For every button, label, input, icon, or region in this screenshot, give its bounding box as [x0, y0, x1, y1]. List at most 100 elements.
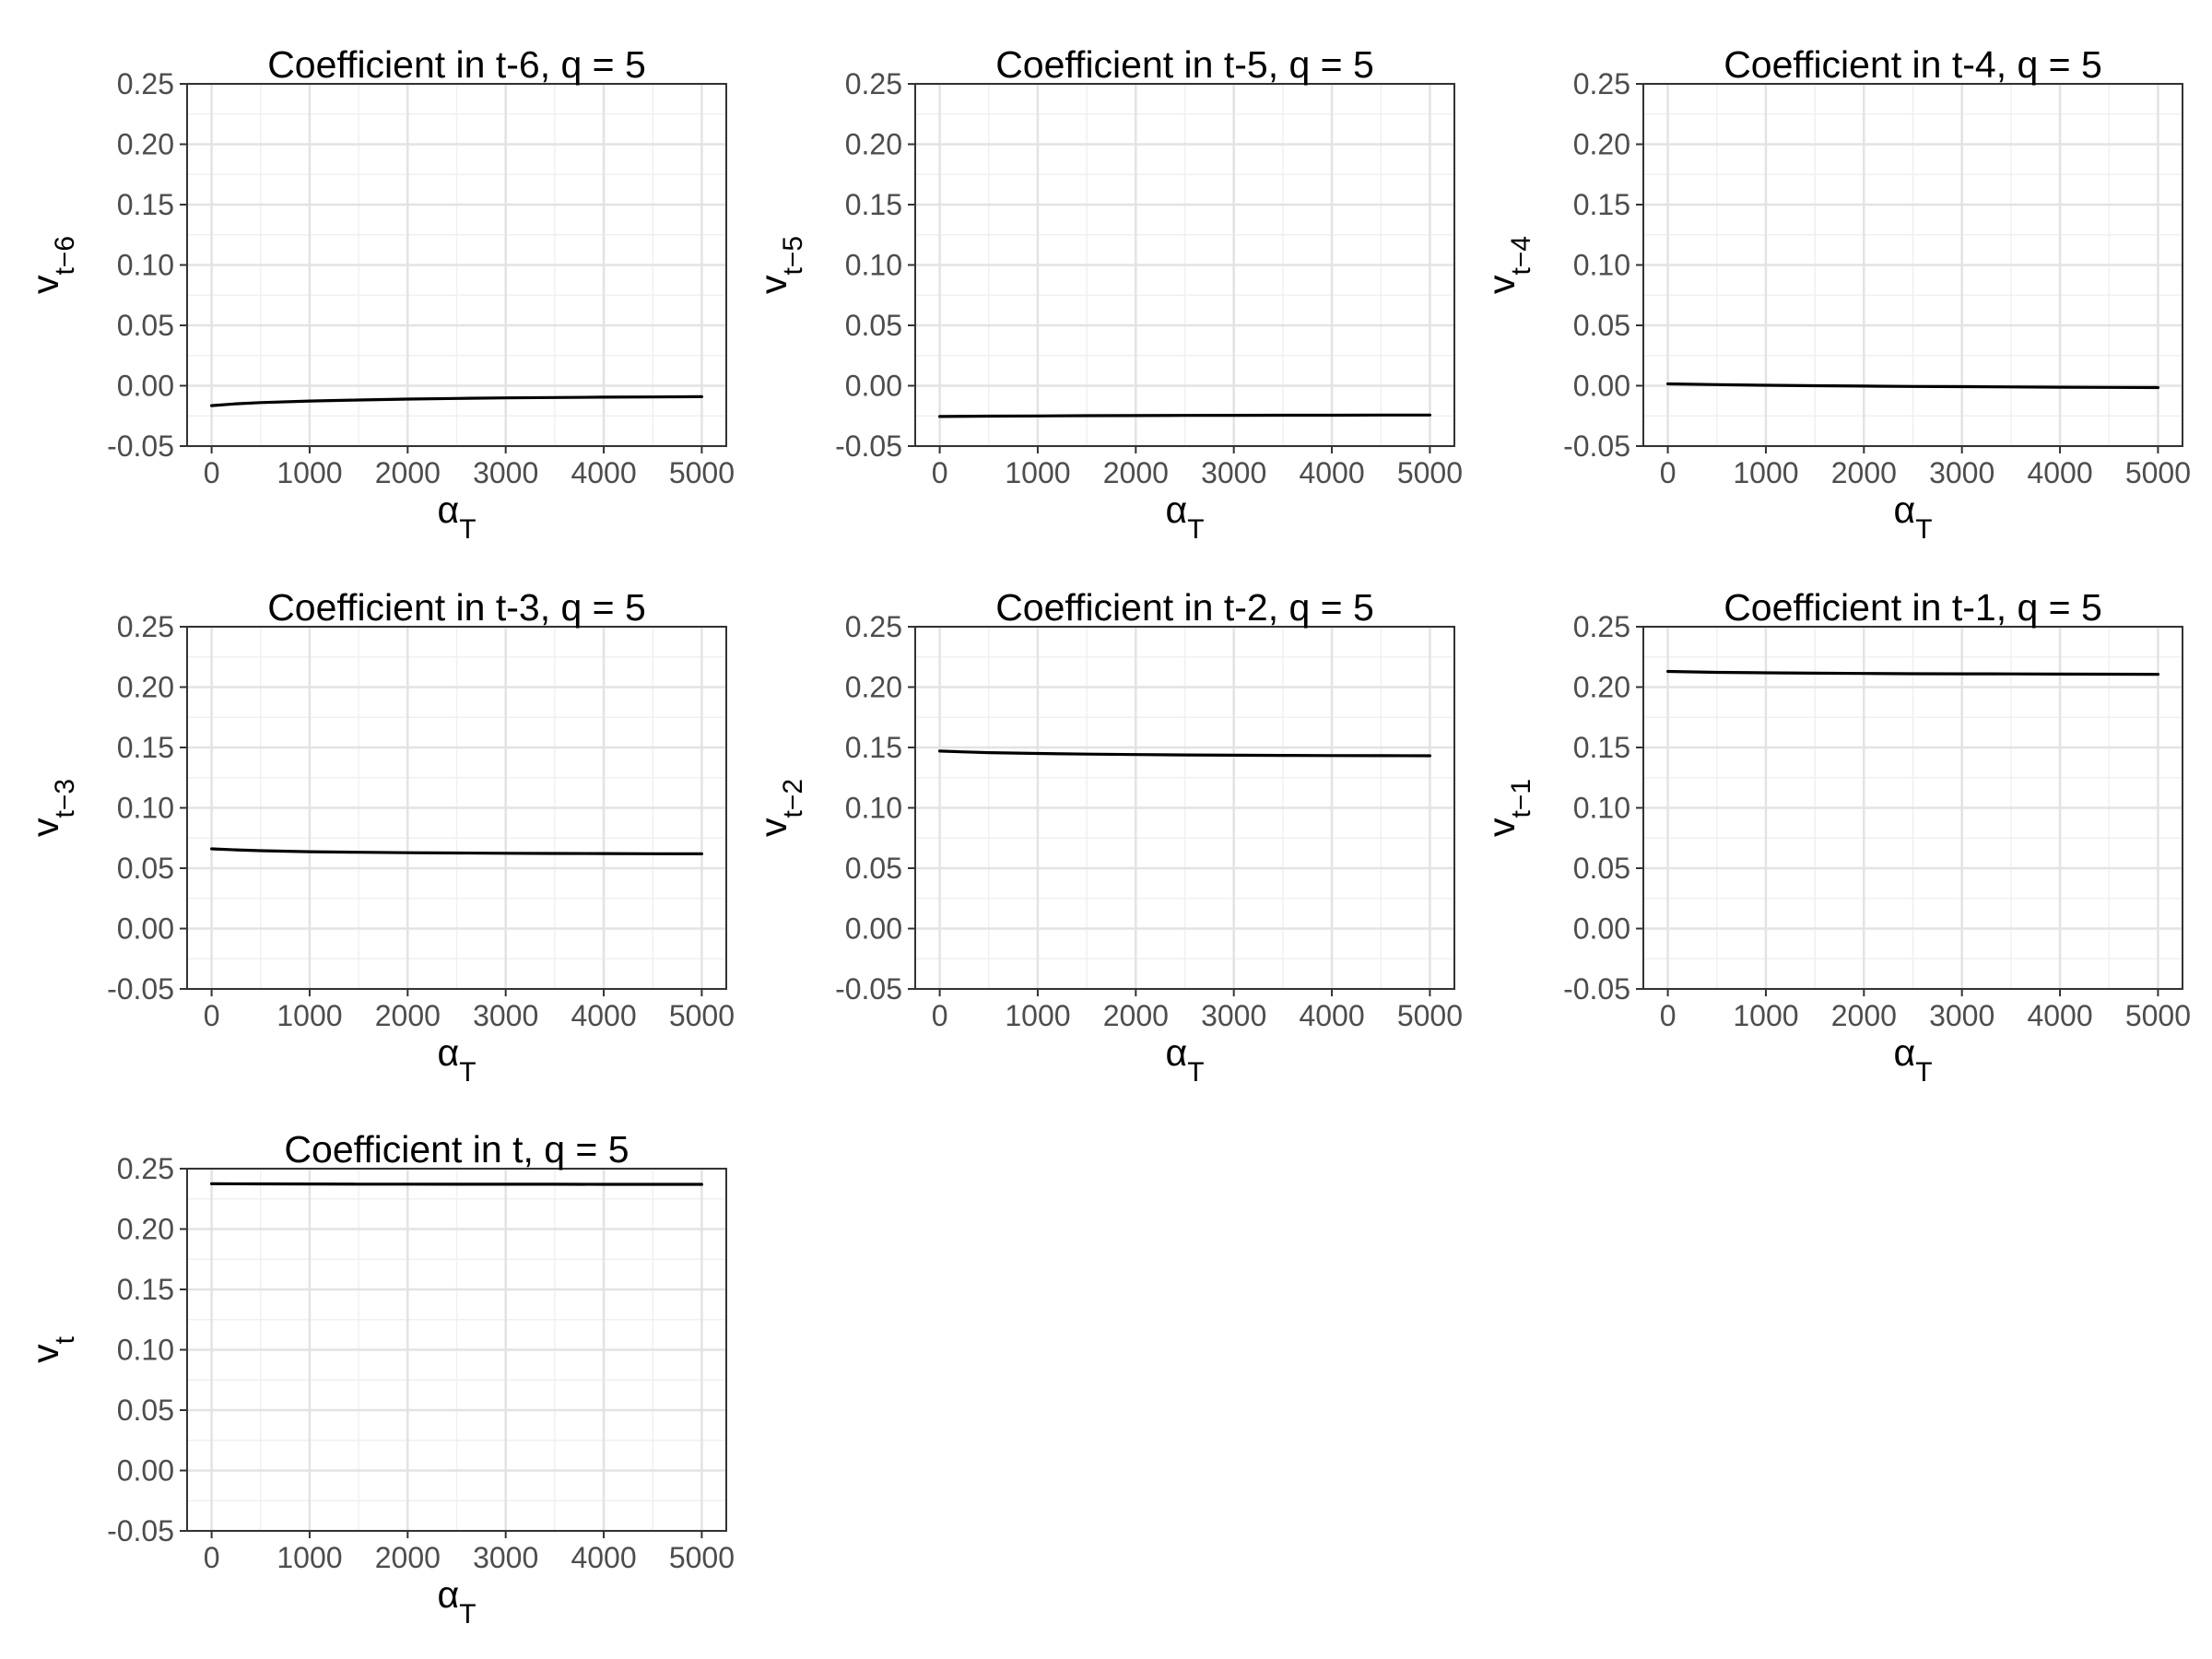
- panel-title: Coefficient in t-2, q = 5: [995, 586, 1374, 629]
- y-tick-label: -0.05: [107, 1514, 174, 1547]
- y-tick-label: 0.05: [117, 852, 174, 885]
- y-axis-label: vt−5: [752, 236, 808, 294]
- y-tick-label: 0.25: [845, 610, 902, 643]
- y-tick-label: 0.15: [117, 731, 174, 764]
- x-tick-label: 5000: [1397, 999, 1463, 1032]
- x-tick-label: 2000: [1103, 456, 1169, 489]
- x-tick-label: 1000: [276, 999, 342, 1032]
- y-tick-label: 0.00: [845, 912, 902, 946]
- x-tick-label: 2000: [1103, 999, 1169, 1032]
- x-axis-label-base: α: [1165, 1031, 1187, 1074]
- series-line: [210, 1182, 704, 1186]
- y-axis-label: vt−1: [1480, 779, 1536, 837]
- x-axis-label: αT: [1165, 488, 1204, 545]
- panel-title: Coefficient in t-5, q = 5: [995, 43, 1374, 86]
- panel-4: 0 1000 2000 3000 4000 5000 -0.05 0.00 0.05 0.10 0.…: [24, 586, 735, 1088]
- series-line: [937, 413, 1432, 418]
- x-axis-label-sub: T: [1915, 1057, 1932, 1088]
- panel-7: 0 1000 2000 3000 4000 5000 -0.05 0.00 0.05 0.10 0.…: [24, 1128, 735, 1630]
- x-tick-label: 1000: [276, 456, 342, 489]
- x-tick-label: 1000: [1005, 999, 1070, 1032]
- x-tick-label: 5000: [2125, 456, 2191, 489]
- y-tick-label: 0.10: [117, 249, 174, 282]
- panel-title: Coefficient in t-3, q = 5: [267, 586, 646, 629]
- x-tick-label: 0: [1660, 999, 1677, 1032]
- series-line: [937, 749, 1432, 758]
- y-tick-label: 0.25: [845, 67, 902, 100]
- x-tick-label: 2000: [375, 1541, 441, 1574]
- x-axis-label: αT: [437, 1573, 476, 1630]
- panel-title: Coefficient in t, q = 5: [284, 1128, 629, 1171]
- x-tick-label: 5000: [669, 456, 735, 489]
- y-tick-label: -0.05: [107, 429, 174, 463]
- y-tick-label: 0.00: [117, 912, 174, 946]
- x-tick-label: 2000: [1831, 456, 1897, 489]
- y-tick-label: 0.00: [117, 370, 174, 403]
- y-tick-label: 0.20: [117, 671, 174, 704]
- x-tick-label: 4000: [1299, 456, 1364, 489]
- y-axis-label-base: v: [752, 275, 794, 294]
- y-tick-label: 0.15: [845, 188, 902, 221]
- y-tick-label: 0.10: [1573, 249, 1630, 282]
- x-axis-label-base: α: [437, 488, 459, 531]
- y-tick-label: 0.05: [845, 309, 902, 342]
- series-line: [210, 394, 704, 407]
- x-axis-label-base: α: [437, 1031, 459, 1074]
- y-tick-label: 0.10: [845, 792, 902, 825]
- y-tick-label: 0.10: [117, 792, 174, 825]
- y-axis-label-base: v: [24, 818, 66, 837]
- x-tick-label: 5000: [669, 999, 735, 1032]
- x-tick-label: 4000: [571, 456, 636, 489]
- y-axis-label-base: v: [24, 275, 66, 294]
- y-axis-label-base: v: [1480, 275, 1523, 294]
- y-tick-label: 0.15: [845, 731, 902, 764]
- x-tick-label: 1000: [1005, 456, 1070, 489]
- x-tick-label: 3000: [1929, 999, 1994, 1032]
- y-axis-label-base: v: [24, 1344, 66, 1363]
- x-tick-label: 0: [932, 999, 948, 1032]
- y-axis-label: vt: [24, 1335, 80, 1363]
- x-tick-label: 1000: [1733, 456, 1798, 489]
- x-tick-label: 0: [1660, 456, 1677, 489]
- y-axis-label-base: v: [1480, 818, 1523, 837]
- y-axis-label: vt−4: [1480, 236, 1536, 294]
- y-tick-label: 0.25: [117, 1152, 174, 1185]
- y-tick-label: 0.25: [1573, 67, 1630, 100]
- y-tick-label: 0.05: [1573, 309, 1630, 342]
- y-tick-label: 0.20: [117, 128, 174, 161]
- y-axis-label-sub: t: [50, 1335, 80, 1344]
- y-axis-label-base: v: [752, 818, 794, 837]
- x-tick-label: 4000: [2027, 999, 2092, 1032]
- y-axis-label: vt−6: [24, 236, 80, 294]
- y-tick-label: -0.05: [1563, 429, 1630, 463]
- y-tick-label: 0.25: [1573, 610, 1630, 643]
- x-tick-label: 4000: [1299, 999, 1364, 1032]
- x-tick-label: 3000: [1201, 456, 1266, 489]
- series-line: [210, 847, 704, 856]
- panel-2: 0 1000 2000 3000 4000 5000 -0.05 0.00 0.05 0.10 0.…: [752, 43, 1463, 545]
- y-axis-label: vt−3: [24, 779, 80, 837]
- y-axis-label-sub: t−4: [1506, 236, 1536, 276]
- x-axis-label-sub: T: [459, 1057, 476, 1088]
- x-tick-label: 3000: [473, 999, 538, 1032]
- y-tick-label: 0.10: [1573, 792, 1630, 825]
- panel-1: 0 1000 2000 3000 4000 5000 -0.05 0.00 0.05 0.10 0.…: [24, 43, 735, 545]
- y-tick-label: -0.05: [107, 972, 174, 1006]
- y-tick-label: 0.10: [845, 249, 902, 282]
- y-tick-label: 0.00: [117, 1454, 174, 1488]
- y-tick-label: -0.05: [835, 972, 902, 1006]
- x-axis-label: αT: [437, 488, 476, 545]
- panel-title: Coefficient in t-4, q = 5: [1724, 43, 2102, 86]
- panel-5: 0 1000 2000 3000 4000 5000 -0.05 0.00 0.05 0.10 0.…: [752, 586, 1463, 1088]
- x-axis-label-sub: T: [1187, 514, 1204, 545]
- panel-title: Coefficient in t-1, q = 5: [1724, 586, 2102, 629]
- y-tick-label: 0.00: [845, 370, 902, 403]
- x-axis-label-sub: T: [1915, 514, 1932, 545]
- y-tick-label: 0.20: [845, 128, 902, 161]
- y-tick-label: -0.05: [1563, 972, 1630, 1006]
- x-tick-label: 3000: [473, 456, 538, 489]
- y-axis-label-sub: t−3: [50, 779, 80, 818]
- y-axis-label-sub: t−1: [1506, 779, 1536, 818]
- x-tick-label: 1000: [1733, 999, 1798, 1032]
